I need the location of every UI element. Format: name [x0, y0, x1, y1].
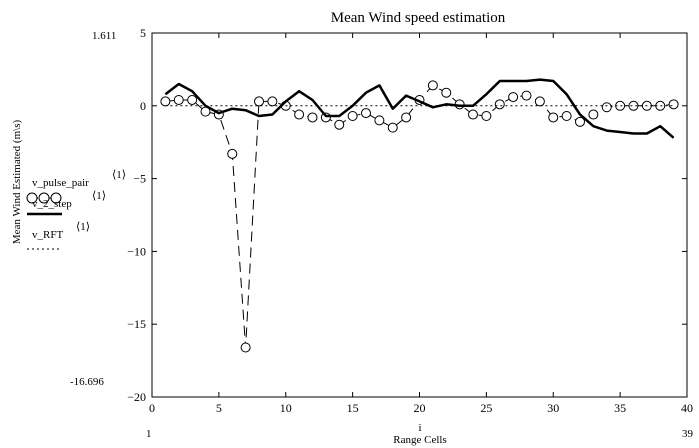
legend-label-pulse-pair: v_pulse_pair	[32, 177, 89, 189]
y-tick-label: −15	[127, 317, 146, 331]
data-point-v-pulse-pair	[347, 110, 358, 121]
data-point-v-pulse-pair	[160, 96, 171, 107]
data-point-v-pulse-pair	[254, 96, 264, 107]
data-point-v-pulse-pair	[494, 99, 505, 110]
data-point-v-pulse-pair	[374, 115, 385, 126]
data-point-v-pulse-pair	[481, 110, 492, 121]
data-point-v-pulse-pair	[441, 87, 452, 98]
data-point-v-pulse-pair	[534, 96, 545, 107]
data-point-v-pulse-pair	[187, 94, 198, 105]
data-point-v-pulse-pair	[588, 109, 599, 120]
data-point-v-pulse-pair	[307, 112, 318, 123]
data-point-v-pulse-pair	[668, 99, 679, 110]
series-line-v-pulse-pair	[165, 84, 674, 348]
x-range-right-marker: 39	[682, 428, 694, 440]
x-tick-label: 30	[547, 401, 559, 415]
series-line-v-2-step	[164, 78, 675, 139]
x-tick-label: 5	[216, 401, 222, 415]
x-tick-label: 10	[280, 401, 292, 415]
data-point-v-pulse-pair	[561, 110, 572, 121]
legend-sup-2-step: ⟨1⟩	[92, 190, 106, 202]
x-tick-label: 0	[149, 401, 155, 415]
data-point-v-pulse-pair	[548, 112, 559, 123]
y-tick-label: −5	[133, 172, 146, 186]
data-point-v-pulse-pair	[575, 116, 585, 127]
legend-label-rft: v_RFT	[32, 229, 63, 241]
data-point-v-pulse-pair	[508, 92, 519, 103]
legend-label-2-step: v_2_step	[32, 198, 72, 210]
data-point-v-pulse-pair	[334, 119, 345, 130]
data-point-v-pulse-pair	[173, 94, 184, 105]
x-tick-label: 35	[614, 401, 626, 415]
legend-sup-rft: ⟨1⟩	[76, 221, 90, 233]
x-axis-var: i	[418, 422, 421, 434]
legend-entry-rft: v_RFT ⟨1⟩	[27, 221, 90, 250]
data-point-v-pulse-pair	[468, 109, 478, 120]
x-tick-label: 15	[347, 401, 359, 415]
data-point-v-pulse-pair	[361, 108, 371, 119]
chart-title: Mean Wind speed estimation	[331, 10, 506, 26]
legend-swatch-pulse-pair	[26, 192, 62, 204]
legend: v_pulse_pair ⟨1⟩ v_2_step ⟨1⟩ v_RFT ⟨1⟩	[26, 169, 126, 250]
data-point-v-pulse-pair	[227, 148, 238, 159]
x-axis-label: Range Cells	[393, 434, 446, 446]
y-range-top-marker: 1.611	[92, 30, 116, 42]
series-layer	[160, 78, 679, 353]
y-tick-label: 5	[140, 26, 146, 40]
legend-sup-pulse-pair: ⟨1⟩	[112, 169, 126, 181]
x-tick-label: 25	[480, 401, 492, 415]
data-point-v-pulse-pair	[240, 342, 251, 353]
legend-entry-2-step: v_2_step ⟨1⟩	[27, 190, 106, 216]
y-axis-label: Mean Wind Estimated (m\s)	[11, 120, 23, 245]
plot-frame	[151, 32, 688, 398]
data-point-v-pulse-pair	[427, 80, 438, 91]
y-tick-label: 0	[140, 99, 146, 113]
y-tick-label: −20	[127, 390, 146, 404]
data-point-v-pulse-pair	[267, 96, 278, 107]
data-point-v-pulse-pair	[401, 112, 412, 123]
data-point-v-pulse-pair	[294, 109, 305, 120]
data-point-v-pulse-pair	[601, 102, 612, 113]
legend-entry-pulse-pair: v_pulse_pair ⟨1⟩	[26, 169, 126, 204]
x-tick-label: 40	[681, 401, 693, 415]
tick-layer: 0 5 10 15 20 25 30 35 40 5 0 −5 −10 −15 −20	[127, 26, 693, 415]
y-range-bottom-marker: -16.696	[70, 376, 104, 388]
data-point-v-pulse-pair	[387, 122, 398, 133]
x-tick-label: 20	[414, 401, 426, 415]
data-point-v-pulse-pair	[628, 100, 639, 111]
y-tick-label: −10	[127, 244, 146, 258]
data-point-v-pulse-pair	[521, 90, 532, 101]
x-range-left-marker: 1	[146, 428, 152, 440]
